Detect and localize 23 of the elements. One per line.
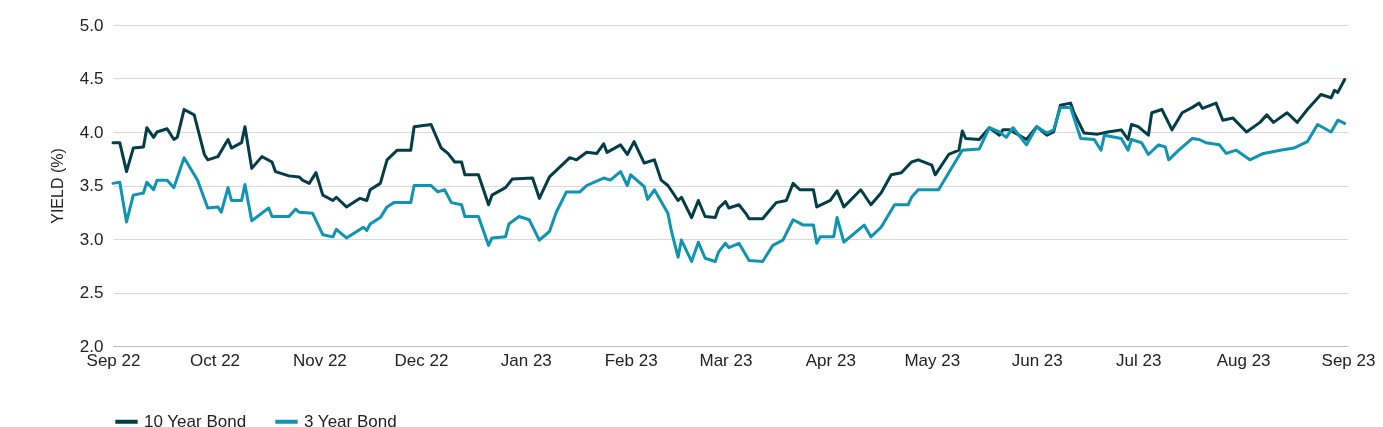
y-tick-label: 5.0 — [79, 15, 104, 35]
x-tick-label: May 23 — [904, 350, 961, 370]
y-tick-label: 3.5 — [79, 176, 104, 195]
legend-label: 3 Year Bond — [304, 411, 397, 427]
x-tick-label: Mar 23 — [699, 350, 753, 370]
y-tick-label: 3.0 — [79, 229, 104, 249]
x-tick-label: Jul 23 — [1116, 350, 1162, 370]
y-tick-label: 4.5 — [79, 69, 104, 88]
line-series — [111, 78, 1347, 221]
legend-label: 10 Year Bond — [144, 411, 247, 427]
y-tick-label: 2.5 — [79, 283, 104, 302]
y-tick-label: 4.0 — [79, 122, 104, 142]
line-series — [111, 105, 1347, 263]
y-axis-title: YIELD (%) — [48, 148, 66, 224]
x-tick-label: Feb 23 — [604, 350, 658, 370]
x-tick-label: Aug 23 — [1216, 350, 1271, 370]
x-tick-label: Jun 23 — [1011, 350, 1063, 370]
x-tick-label: Oct 22 — [189, 350, 241, 370]
x-tick-label: Dec 22 — [394, 350, 449, 370]
x-tick-label: Nov 22 — [292, 350, 347, 370]
x-tick-label: Jan 23 — [500, 350, 552, 370]
x-tick-label: Sep 23 — [1321, 350, 1376, 370]
x-tick-label: Apr 23 — [805, 350, 856, 370]
